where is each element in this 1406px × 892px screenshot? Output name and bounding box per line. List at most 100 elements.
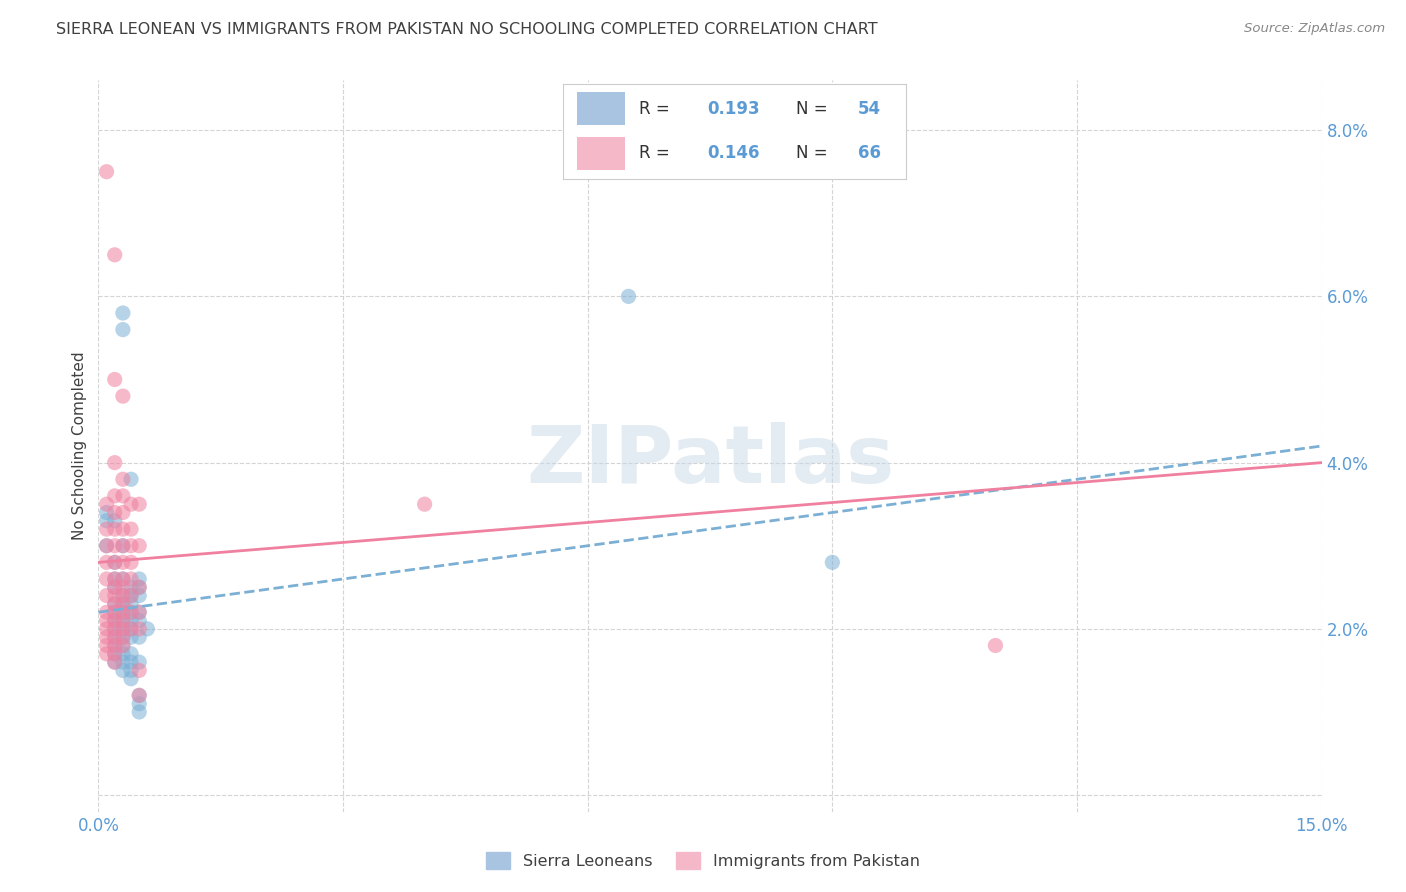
Text: Source: ZipAtlas.com: Source: ZipAtlas.com [1244, 22, 1385, 36]
Point [120, 539, 142, 553]
Point [111, 597, 134, 611]
Legend: Sierra Leoneans, Immigrants from Pakistan: Sierra Leoneans, Immigrants from Pakista… [479, 846, 927, 875]
Point [136, 622, 159, 636]
Point [111, 614, 134, 628]
Point [104, 639, 127, 653]
Point [111, 389, 134, 403]
Point [128, 605, 150, 619]
Point [111, 539, 134, 553]
Point [104, 622, 127, 636]
Point [128, 497, 150, 511]
Point [111, 630, 134, 644]
Point [104, 647, 127, 661]
Point [104, 589, 127, 603]
Point [120, 597, 142, 611]
Point [104, 655, 127, 669]
Point [128, 572, 150, 586]
Point [111, 622, 134, 636]
Point [104, 614, 127, 628]
Point [104, 639, 127, 653]
Point [617, 289, 640, 303]
Point [104, 555, 127, 569]
Point [111, 489, 134, 503]
Point [120, 622, 142, 636]
Point [111, 622, 134, 636]
Point [120, 647, 142, 661]
Point [104, 622, 127, 636]
Point [128, 630, 150, 644]
Point [120, 622, 142, 636]
Point [128, 580, 150, 594]
Point [96, 589, 118, 603]
Point [111, 472, 134, 486]
Point [104, 489, 127, 503]
Point [120, 605, 142, 619]
Text: SIERRA LEONEAN VS IMMIGRANTS FROM PAKISTAN NO SCHOOLING COMPLETED CORRELATION CH: SIERRA LEONEAN VS IMMIGRANTS FROM PAKIST… [56, 22, 877, 37]
Point [128, 622, 150, 636]
Point [104, 580, 127, 594]
Point [96, 555, 118, 569]
Point [111, 589, 134, 603]
Point [120, 589, 142, 603]
Point [120, 672, 142, 686]
Point [413, 497, 436, 511]
Point [96, 614, 118, 628]
Point [104, 506, 127, 520]
Point [128, 689, 150, 703]
Point [96, 539, 118, 553]
Point [128, 705, 150, 719]
Point [111, 589, 134, 603]
Point [111, 655, 134, 669]
Point [96, 639, 118, 653]
Point [111, 522, 134, 536]
Point [984, 639, 1007, 653]
Point [96, 164, 118, 178]
Point [111, 639, 134, 653]
Point [120, 572, 142, 586]
Point [96, 506, 118, 520]
Point [104, 572, 127, 586]
Point [104, 514, 127, 528]
Point [111, 506, 134, 520]
Point [128, 697, 150, 711]
Point [111, 580, 134, 594]
Point [111, 639, 134, 653]
Point [111, 605, 134, 619]
Point [104, 614, 127, 628]
Point [120, 522, 142, 536]
Point [111, 597, 134, 611]
Point [120, 614, 142, 628]
Point [104, 605, 127, 619]
Point [111, 605, 134, 619]
Point [120, 472, 142, 486]
Point [104, 605, 127, 619]
Point [128, 589, 150, 603]
Point [120, 630, 142, 644]
Point [128, 605, 150, 619]
Point [104, 372, 127, 386]
Point [128, 614, 150, 628]
Point [104, 630, 127, 644]
Point [821, 555, 844, 569]
Point [111, 323, 134, 337]
Point [128, 664, 150, 678]
Point [120, 655, 142, 669]
Point [120, 580, 142, 594]
Point [120, 555, 142, 569]
Point [128, 689, 150, 703]
Point [96, 514, 118, 528]
Point [128, 580, 150, 594]
Point [96, 539, 118, 553]
Point [120, 605, 142, 619]
Point [111, 664, 134, 678]
Point [111, 539, 134, 553]
Point [111, 630, 134, 644]
Point [104, 456, 127, 470]
Point [96, 647, 118, 661]
Point [96, 622, 118, 636]
Point [104, 539, 127, 553]
Point [104, 630, 127, 644]
Point [96, 630, 118, 644]
Point [104, 555, 127, 569]
Point [111, 614, 134, 628]
